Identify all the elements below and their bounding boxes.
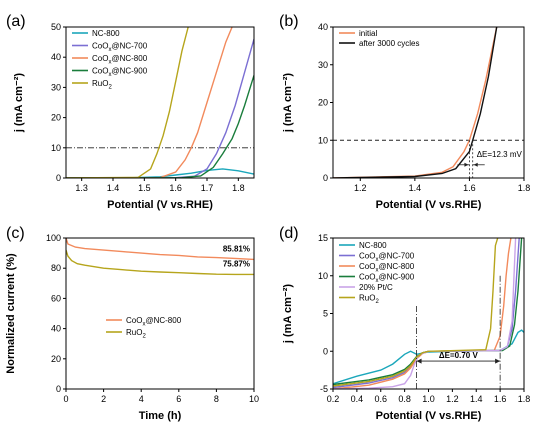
x-axis-title: Time (h) (139, 410, 182, 422)
series-line (66, 249, 254, 276)
y-tick-label: 80 (51, 263, 61, 273)
y-tick-label: 0 (323, 173, 328, 183)
series-line (333, 238, 517, 389)
y-tick-label: 40 (318, 22, 328, 32)
x-tick-label: 1.6 (169, 183, 182, 193)
x-tick-label: 1.7 (201, 183, 214, 193)
x-tick-label: 1.4 (107, 183, 120, 193)
x-tick-label: 1.6 (494, 394, 507, 404)
x-axis-title: Potential (V vs.RHE) (376, 410, 482, 422)
legend-label: CoOx@NC-900 (92, 67, 148, 79)
y-tick-label: 30 (318, 60, 328, 70)
x-tick-label: 0.6 (374, 394, 387, 404)
y-tick-label: 40 (51, 324, 61, 334)
legend-label: CoOx@NC-700 (359, 252, 415, 264)
delta-arrowhead-right (495, 358, 501, 364)
legend-label: CoOx@NC-800 (126, 316, 182, 328)
y-tick-label: 5 (323, 309, 328, 319)
x-tick-label: 0.8 (398, 394, 411, 404)
legend-label: RuO2 (126, 328, 146, 340)
series-line (333, 238, 512, 389)
plot-frame (332, 237, 525, 390)
x-axis-title: Potential (V vs.RHE) (107, 199, 213, 211)
y-axis-title: Normalized current (%) (5, 253, 17, 374)
legend-label: RuO2 (92, 79, 112, 91)
x-tick-label: 1.2 (446, 394, 459, 404)
delta-annotation: ΔE=12.3 mV (477, 150, 523, 159)
y-tick-label: 50 (51, 22, 61, 32)
series-line (333, 329, 524, 385)
x-tick-label: 0.4 (351, 394, 364, 404)
y-tick-label: 60 (51, 293, 61, 303)
legend-label: CoOx@NC-900 (359, 273, 415, 285)
x-tick-label: 0.2 (327, 394, 340, 404)
y-axis-title: j (mA cm⁻²) (282, 73, 294, 134)
y-tick-label: 20 (318, 98, 328, 108)
end-value-label: 75.87% (223, 259, 250, 268)
y-tick-label: 10 (51, 143, 61, 153)
panel-label: (b) (279, 13, 299, 30)
series-line (66, 168, 254, 178)
plot-frame (65, 237, 255, 390)
legend-label: CoOx@NC-800 (359, 262, 415, 274)
series-line (66, 238, 254, 261)
series-line (333, 27, 498, 178)
panel-label: (c) (6, 225, 25, 242)
x-tick-label: 1.8 (518, 183, 531, 193)
y-axis-title: j (mA cm⁻²) (13, 73, 25, 134)
y-tick-label: -5 (320, 384, 328, 394)
legend-label: 20% Pt/C (359, 283, 393, 292)
plot-frame (332, 26, 525, 179)
delta-arrowhead-left (416, 358, 422, 364)
y-tick-label: 100 (46, 233, 61, 243)
x-tick-label: 1.4 (470, 394, 483, 404)
y-tick-label: 15 (318, 233, 328, 243)
legend-label: after 3000 cycles (359, 39, 419, 48)
y-tick-label: 20 (51, 113, 61, 123)
legend-label: CoOx@NC-800 (92, 54, 148, 66)
series-line (333, 238, 499, 387)
x-tick-label: 1.5 (138, 183, 151, 193)
legend-label: NC-800 (92, 29, 120, 38)
legend-label: initial (359, 29, 377, 38)
y-tick-label: 10 (318, 135, 328, 145)
y-tick-label: 10 (318, 271, 328, 281)
y-tick-label: 30 (51, 82, 61, 92)
panel-label: (d) (279, 225, 299, 242)
x-axis-title: Potential (V vs.RHE) (376, 199, 482, 211)
legend-label: NC-800 (359, 241, 387, 250)
y-tick-label: 40 (51, 52, 61, 62)
y-tick-label: 0 (56, 384, 61, 394)
series-line (333, 27, 498, 178)
y-axis-title: j (mA cm⁻²) (282, 284, 294, 345)
series-line (66, 27, 189, 178)
x-tick-label: 4 (139, 394, 144, 404)
delta-annotation: ΔE=0.70 V (439, 351, 479, 360)
x-tick-label: 10 (249, 394, 259, 404)
x-tick-label: 1.0 (422, 394, 435, 404)
series-line (66, 75, 254, 178)
x-tick-label: 1.2 (354, 183, 367, 193)
legend-label: RuO2 (359, 294, 379, 306)
y-tick-label: 0 (323, 346, 328, 356)
delta-arrowhead-left (464, 162, 469, 167)
x-tick-label: 2 (101, 394, 106, 404)
y-tick-label: 0 (56, 173, 61, 183)
plot-frame (65, 26, 255, 179)
x-tick-label: 1.4 (409, 183, 422, 193)
x-tick-label: 1.8 (232, 183, 245, 193)
delta-arrowhead-right (473, 162, 478, 167)
legend-label: CoOx@NC-700 (92, 42, 148, 54)
panel-label: (a) (6, 13, 26, 30)
end-value-label: 85.81% (223, 244, 250, 253)
x-tick-label: 1.6 (463, 183, 476, 193)
y-tick-label: 20 (51, 354, 61, 364)
x-tick-label: 0 (63, 394, 68, 404)
x-tick-label: 1.8 (518, 394, 531, 404)
x-tick-label: 6 (176, 394, 181, 404)
x-tick-label: 1.3 (75, 183, 88, 193)
series-line (66, 27, 233, 178)
x-tick-label: 8 (214, 394, 219, 404)
